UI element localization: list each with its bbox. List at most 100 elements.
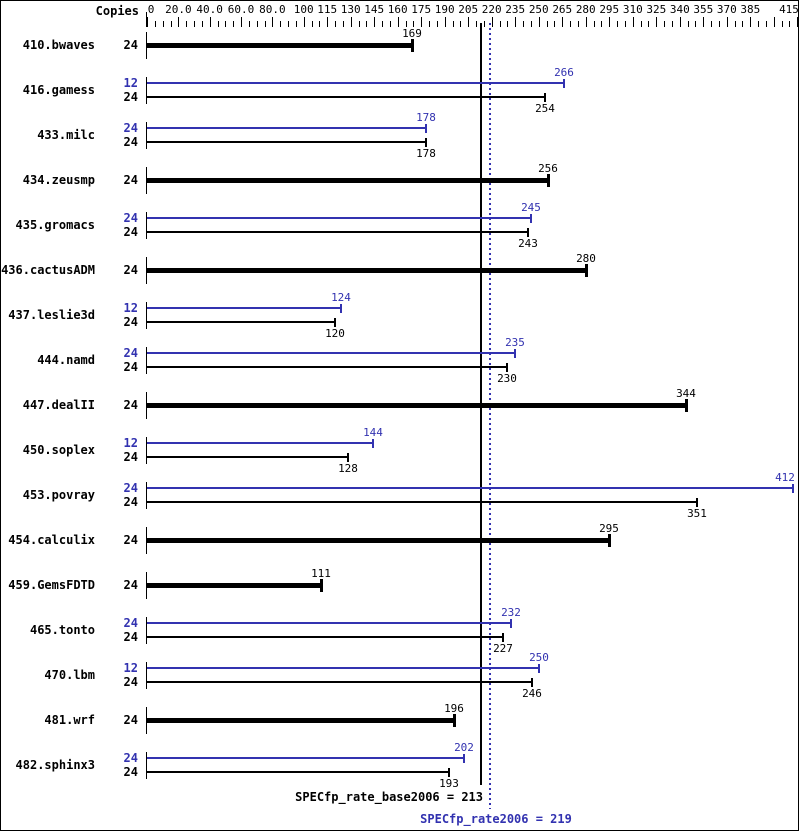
bar-end-cap — [696, 498, 698, 507]
axis-minor-tick — [570, 21, 571, 27]
axis-major-tick — [374, 17, 375, 27]
bar-end-cap — [334, 318, 336, 327]
axis-major-tick — [178, 17, 179, 27]
bar-value-label: 412 — [775, 471, 795, 484]
bar-end-cap — [531, 678, 533, 687]
axis-minor-tick — [280, 21, 281, 27]
axis-minor-tick — [711, 21, 712, 27]
copies-count: 24 — [123, 135, 138, 149]
peak-bar — [147, 82, 564, 84]
axis-major-tick — [633, 17, 634, 27]
bar-value-label: 232 — [501, 606, 521, 619]
benchmark-label: 444.namd — [37, 353, 95, 367]
group-axis-bracket — [146, 32, 147, 59]
axis-tick-label: 385 — [740, 3, 761, 16]
copies-count: 24 — [123, 578, 138, 592]
axis-tick-label: 280 — [575, 3, 596, 16]
axis-minor-tick — [594, 21, 595, 27]
axis-tick-label: 325 — [646, 3, 667, 16]
bar-end-cap — [608, 534, 611, 547]
bar-end-cap — [514, 349, 516, 358]
axis-tick-label: 250 — [528, 3, 549, 16]
bar-value-label: 120 — [325, 327, 345, 340]
axis-minor-tick — [617, 21, 618, 27]
axis-major-tick — [210, 17, 211, 27]
axis-minor-tick — [531, 21, 532, 27]
bar-value-label: 144 — [363, 426, 383, 439]
copies-count: 24 — [123, 398, 138, 412]
base-bar — [147, 96, 545, 98]
copies-count: 24 — [123, 751, 138, 765]
base-bar — [147, 501, 697, 503]
bar-end-cap — [340, 304, 342, 313]
axis-minor-tick — [719, 21, 720, 27]
copies-count: 24 — [123, 495, 138, 509]
axis-tick-label: 220 — [481, 3, 502, 16]
base-bar — [147, 141, 426, 143]
bar-value-label: 111 — [311, 567, 331, 580]
base-bar — [147, 718, 454, 723]
copies-count: 24 — [123, 38, 138, 52]
bar-value-label: 124 — [331, 291, 351, 304]
axis-major-tick — [727, 17, 728, 27]
axis-minor-tick — [742, 21, 743, 27]
bar-value-label: 230 — [497, 372, 517, 385]
group-axis-bracket — [146, 347, 147, 374]
axis-major-tick — [241, 17, 242, 27]
axis-tick-label: 175 — [411, 3, 432, 16]
base-bar — [147, 456, 348, 458]
axis-tick-label: 295 — [599, 3, 620, 16]
axis-minor-tick — [453, 21, 454, 27]
axis-tick-label: 40.0 — [196, 3, 223, 16]
base-bar — [147, 178, 548, 183]
axis-minor-tick — [437, 21, 438, 27]
group-axis-bracket — [146, 392, 147, 419]
group-axis-bracket — [146, 527, 147, 554]
axis-minor-tick — [155, 21, 156, 27]
axis-minor-tick — [233, 21, 234, 27]
base-bar — [147, 771, 449, 773]
group-axis-bracket — [146, 707, 147, 734]
axis-minor-tick — [413, 21, 414, 27]
bar-end-cap — [527, 228, 529, 237]
bar-value-label: 178 — [416, 111, 436, 124]
bar-end-cap — [372, 439, 374, 448]
benchmark-label: 435.gromacs — [15, 218, 95, 232]
group-axis-bracket — [146, 437, 147, 464]
group-axis-bracket — [146, 752, 147, 779]
axis-minor-tick — [218, 21, 219, 27]
axis-major-tick — [327, 17, 328, 27]
benchmark-label: 447.dealII — [22, 398, 95, 412]
axis-minor-tick — [312, 21, 313, 27]
base-bar — [147, 681, 532, 683]
base-bar — [147, 321, 335, 323]
copies-count: 24 — [123, 481, 138, 495]
bar-value-label: 235 — [505, 336, 525, 349]
copies-count: 24 — [123, 346, 138, 360]
peak-bar — [147, 757, 464, 759]
bar-end-cap — [411, 39, 414, 52]
copies-count: 12 — [123, 76, 138, 90]
axis-major-tick — [351, 17, 352, 27]
peak-bar — [147, 352, 515, 354]
bar-value-label: 344 — [676, 387, 696, 400]
axis-minor-tick — [382, 21, 383, 27]
bar-end-cap — [547, 174, 550, 187]
group-axis-bracket — [146, 212, 147, 239]
axis-tick-label: 145 — [364, 3, 385, 16]
bar-value-label: 202 — [454, 741, 474, 754]
bar-end-cap — [463, 754, 465, 763]
copies-count: 24 — [123, 450, 138, 464]
axis-minor-tick — [194, 21, 195, 27]
axis-minor-tick — [554, 21, 555, 27]
copies-count: 24 — [123, 315, 138, 329]
axis-tick-label: 160 — [387, 3, 408, 16]
axis-major-tick — [445, 17, 446, 27]
axis-major-tick — [680, 17, 681, 27]
bar-value-label: 243 — [518, 237, 538, 250]
base-bar — [147, 636, 503, 638]
axis-minor-tick — [366, 21, 367, 27]
peak-mean-reference-line — [489, 23, 491, 809]
axis-major-tick — [797, 17, 798, 27]
benchmark-label: 410.bwaves — [22, 38, 95, 52]
